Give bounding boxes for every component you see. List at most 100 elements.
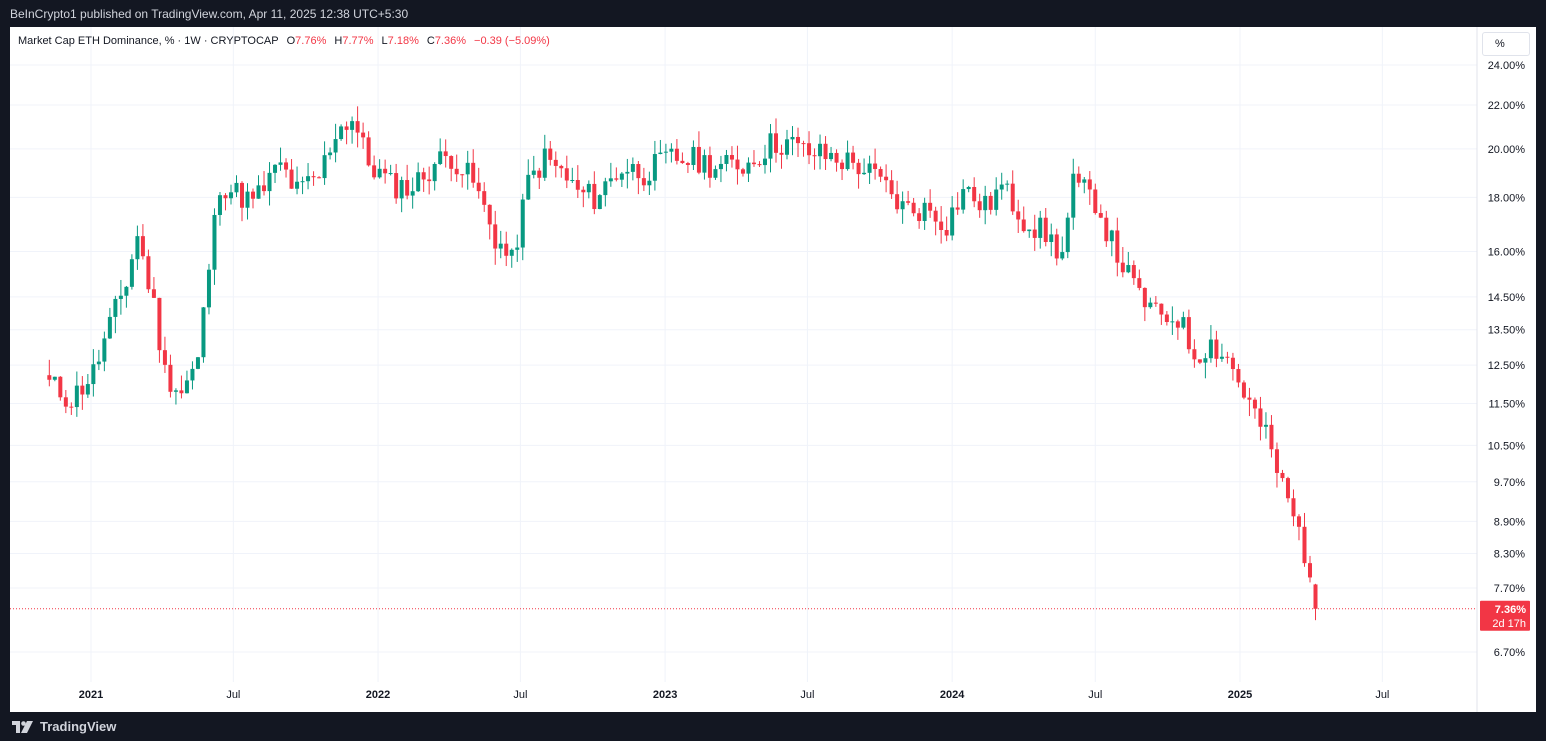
candle-up xyxy=(295,166,300,195)
candle-down xyxy=(1159,303,1164,325)
candle-body xyxy=(1285,478,1290,499)
candle-body xyxy=(74,385,79,408)
candle-down xyxy=(383,159,388,184)
candle-body xyxy=(889,180,894,195)
candle-down xyxy=(911,197,916,217)
candle-body xyxy=(768,133,773,159)
candle-up xyxy=(531,155,536,179)
x-tick-label: 2023 xyxy=(653,689,677,701)
y-tick-label: 16.00% xyxy=(1488,247,1526,259)
candle-body xyxy=(713,169,718,178)
candle-body xyxy=(333,139,338,153)
candle-body xyxy=(972,186,977,202)
candle-down xyxy=(1076,166,1081,188)
candle-body xyxy=(812,155,817,157)
candle-down xyxy=(179,375,184,399)
percent-scale-button[interactable]: % xyxy=(1482,32,1530,56)
x-tick-label: 2024 xyxy=(940,689,965,701)
candle-body xyxy=(1159,303,1164,315)
candle-down xyxy=(889,170,894,199)
candle-body xyxy=(977,201,982,211)
candle-up xyxy=(228,184,233,205)
candle-body xyxy=(1109,230,1114,242)
candle-up xyxy=(1219,343,1224,362)
publisher-line: BeInCrypto1 published on TradingView.com… xyxy=(10,6,409,21)
candle-body xyxy=(911,202,916,214)
candle-body xyxy=(63,397,68,407)
candle-body xyxy=(515,247,520,250)
candle-up xyxy=(691,140,696,170)
candle-body xyxy=(785,139,790,155)
candle-up xyxy=(1005,180,1010,192)
candle-down xyxy=(262,171,267,196)
candle-down xyxy=(1302,512,1307,567)
time-axis[interactable]: 2021 Jul 2022 Jul 2023 Jul 2024 Jul 2025 Jul xyxy=(79,689,1390,701)
candle-up xyxy=(790,126,795,156)
candle-body xyxy=(47,375,52,380)
candle-up xyxy=(1203,353,1208,379)
candle-up xyxy=(619,172,624,188)
candle-up xyxy=(702,149,707,180)
tradingview-logo-icon[interactable] xyxy=(12,720,34,733)
candle-body xyxy=(724,155,729,164)
candle-body xyxy=(608,178,613,182)
candle-body xyxy=(1208,339,1213,359)
candle-down xyxy=(1098,204,1103,219)
candles[interactable] xyxy=(47,106,1318,621)
candle-body xyxy=(526,174,531,200)
price-axis[interactable]: 24.00% 22.00% 20.00% 18.00% 16.00% 14.50% 13.5… xyxy=(1488,60,1526,659)
candle-body xyxy=(641,178,646,186)
candle-up xyxy=(515,234,520,262)
y-tick-label: 13.50% xyxy=(1488,325,1526,337)
candle-down xyxy=(344,121,349,145)
candle-body xyxy=(251,191,256,199)
candle-body xyxy=(630,164,635,172)
candle-up xyxy=(432,162,437,191)
candle-up xyxy=(966,185,971,193)
candle-body xyxy=(102,338,107,362)
candle-up xyxy=(278,147,283,171)
candlestick-chart[interactable]: 24.00% 22.00% 20.00% 18.00% 16.00% 14.50% 13.5… xyxy=(10,27,1536,712)
candle-down xyxy=(168,354,173,398)
footer-brand[interactable]: TradingView xyxy=(40,719,117,734)
candle-up xyxy=(212,208,217,285)
chart-legend: Market Cap ETH Dominance, % · 1W · CRYPT… xyxy=(18,35,550,47)
candle-body xyxy=(867,163,872,173)
candle-down xyxy=(1142,287,1147,322)
candle-up xyxy=(96,349,101,371)
candle-up xyxy=(597,194,602,210)
candle-body xyxy=(983,195,988,211)
candle-down xyxy=(988,191,993,215)
candle-body xyxy=(663,151,668,153)
candle-down xyxy=(63,389,68,414)
candle-body xyxy=(493,224,498,249)
candle-body xyxy=(570,179,575,181)
candle-body xyxy=(939,221,944,231)
legend-high-value: 7.77% xyxy=(342,35,374,47)
candle-up xyxy=(1170,306,1175,335)
candle-body xyxy=(91,364,96,385)
candle-down xyxy=(372,155,377,180)
candle-down xyxy=(449,155,454,182)
candle-up xyxy=(658,139,663,155)
candle-down xyxy=(1197,359,1202,365)
candle-body xyxy=(1016,211,1021,220)
candle-body xyxy=(377,168,382,178)
candle-down xyxy=(1131,260,1136,285)
x-tick-label: 2021 xyxy=(79,689,103,701)
candle-down xyxy=(454,154,459,182)
last-price-box xyxy=(1480,600,1530,631)
candle-body xyxy=(669,148,674,152)
y-tick-label: 18.00% xyxy=(1488,192,1526,204)
candle-up xyxy=(306,163,311,190)
candle-up xyxy=(107,307,112,339)
candle-body xyxy=(933,210,938,222)
candle-body xyxy=(1219,356,1224,359)
candle-body xyxy=(85,384,90,395)
candle-body xyxy=(1274,449,1279,473)
candle-body xyxy=(311,176,316,178)
candle-down xyxy=(251,188,256,209)
candle-down xyxy=(443,139,448,168)
candle-body xyxy=(834,152,839,163)
x-tick-label: Jul xyxy=(226,689,240,701)
